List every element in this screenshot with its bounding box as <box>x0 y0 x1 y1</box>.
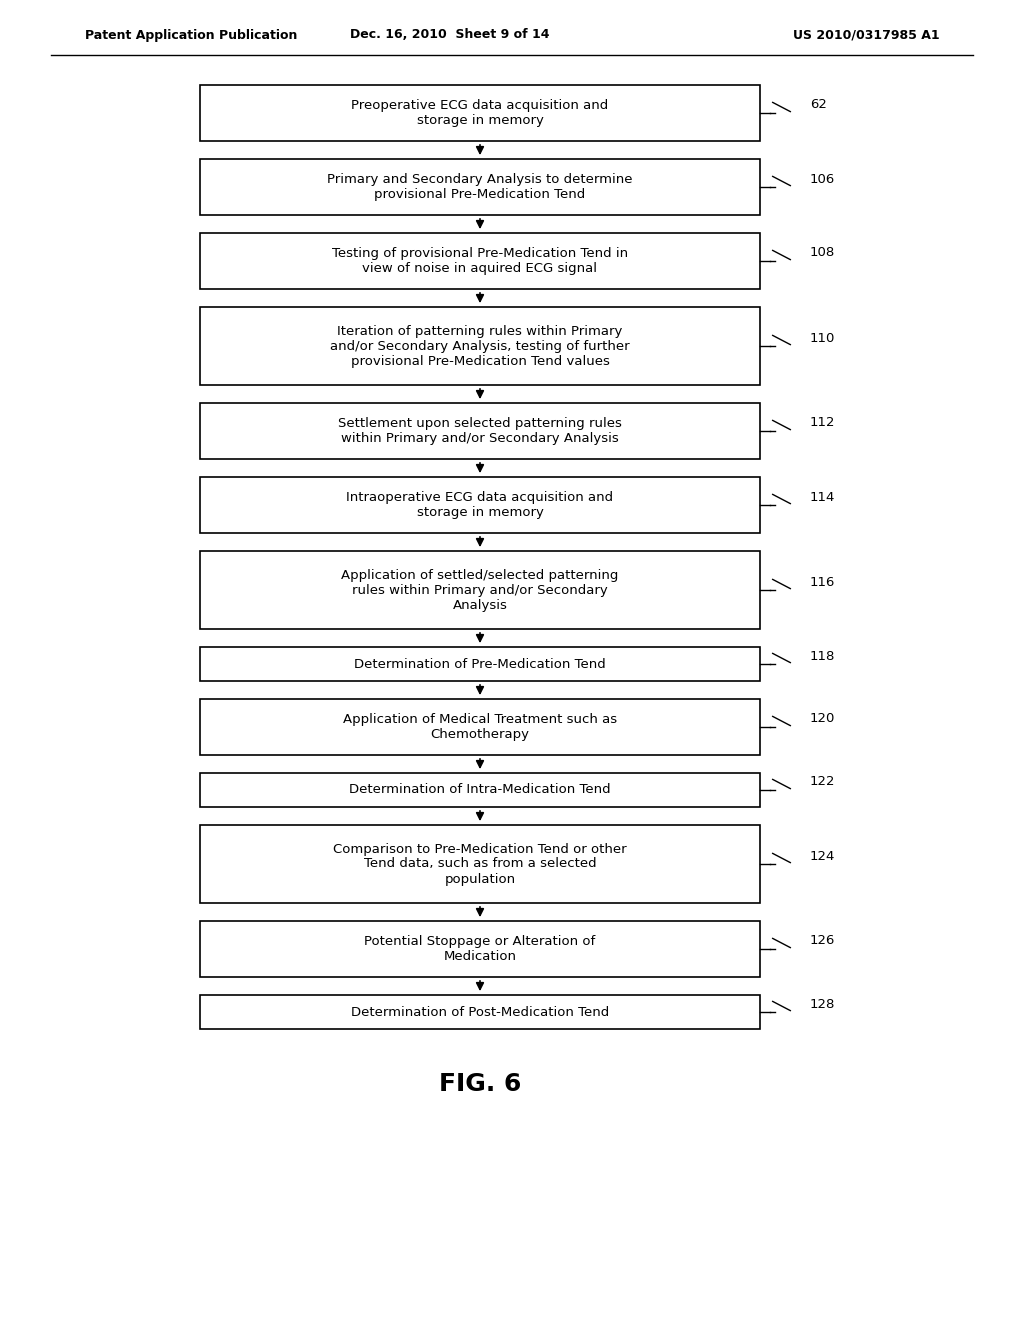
Text: 108: 108 <box>810 247 836 260</box>
Text: 110: 110 <box>810 331 836 345</box>
FancyBboxPatch shape <box>200 825 760 903</box>
FancyBboxPatch shape <box>200 158 760 215</box>
Text: 126: 126 <box>810 935 836 948</box>
Text: 120: 120 <box>810 713 836 726</box>
FancyBboxPatch shape <box>200 774 760 807</box>
Text: Application of Medical Treatment such as
Chemotherapy: Application of Medical Treatment such as… <box>343 713 617 741</box>
FancyBboxPatch shape <box>200 647 760 681</box>
Text: 122: 122 <box>810 775 836 788</box>
Text: 112: 112 <box>810 417 836 429</box>
FancyBboxPatch shape <box>200 921 760 977</box>
Text: 114: 114 <box>810 491 836 503</box>
FancyBboxPatch shape <box>200 995 760 1030</box>
Text: Primary and Secondary Analysis to determine
provisional Pre-Medication Tend: Primary and Secondary Analysis to determ… <box>328 173 633 201</box>
Text: Patent Application Publication: Patent Application Publication <box>85 29 297 41</box>
Text: Dec. 16, 2010  Sheet 9 of 14: Dec. 16, 2010 Sheet 9 of 14 <box>350 29 550 41</box>
Text: Intraoperative ECG data acquisition and
storage in memory: Intraoperative ECG data acquisition and … <box>346 491 613 519</box>
Text: Comparison to Pre-Medication Tend or other
Tend data, such as from a selected
po: Comparison to Pre-Medication Tend or oth… <box>333 842 627 886</box>
FancyBboxPatch shape <box>200 308 760 385</box>
Text: Application of settled/selected patterning
rules within Primary and/or Secondary: Application of settled/selected patterni… <box>341 569 618 611</box>
Text: 124: 124 <box>810 850 836 862</box>
FancyBboxPatch shape <box>200 477 760 533</box>
FancyBboxPatch shape <box>200 550 760 630</box>
FancyBboxPatch shape <box>200 700 760 755</box>
Text: Potential Stoppage or Alteration of
Medication: Potential Stoppage or Alteration of Medi… <box>365 935 596 964</box>
Text: 118: 118 <box>810 649 836 663</box>
Text: Determination of Intra-Medication Tend: Determination of Intra-Medication Tend <box>349 784 610 796</box>
Text: 106: 106 <box>810 173 836 186</box>
Text: Iteration of patterning rules within Primary
and/or Secondary Analysis, testing : Iteration of patterning rules within Pri… <box>330 325 630 367</box>
Text: 62: 62 <box>810 99 826 111</box>
Text: 116: 116 <box>810 576 836 589</box>
Text: Testing of provisional Pre-Medication Tend in
view of noise in aquired ECG signa: Testing of provisional Pre-Medication Te… <box>332 247 628 275</box>
FancyBboxPatch shape <box>200 84 760 141</box>
Text: US 2010/0317985 A1: US 2010/0317985 A1 <box>794 29 940 41</box>
Text: Determination of Pre-Medication Tend: Determination of Pre-Medication Tend <box>354 657 606 671</box>
Text: Settlement upon selected patterning rules
within Primary and/or Secondary Analys: Settlement upon selected patterning rule… <box>338 417 622 445</box>
Text: Determination of Post-Medication Tend: Determination of Post-Medication Tend <box>351 1006 609 1019</box>
FancyBboxPatch shape <box>200 234 760 289</box>
Text: FIG. 6: FIG. 6 <box>439 1072 521 1096</box>
Text: 128: 128 <box>810 998 836 1011</box>
FancyBboxPatch shape <box>200 403 760 459</box>
Text: Preoperative ECG data acquisition and
storage in memory: Preoperative ECG data acquisition and st… <box>351 99 608 127</box>
